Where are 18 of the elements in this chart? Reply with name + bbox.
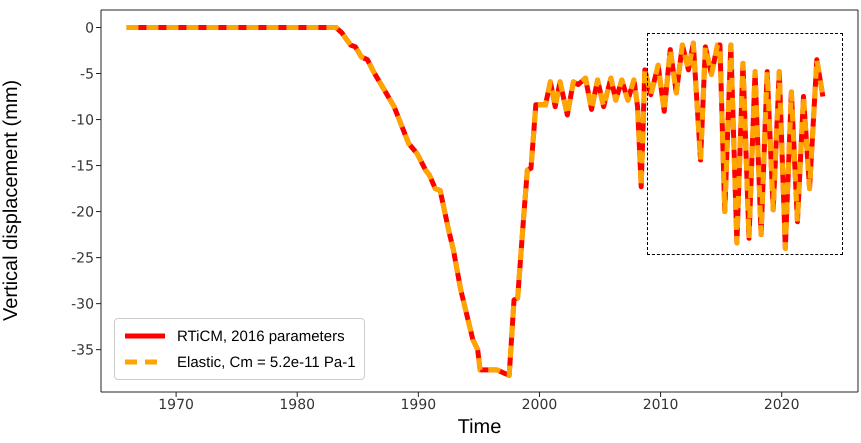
legend-label: RTiCM, 2016 parameters bbox=[177, 328, 345, 344]
x-axis-title: Time bbox=[458, 416, 502, 438]
y-tick-label: -10 bbox=[71, 112, 94, 129]
x-tick-label: 1990 bbox=[400, 396, 436, 413]
y-tick-label: -15 bbox=[71, 158, 94, 175]
x-tick-label: 2010 bbox=[642, 396, 678, 413]
x-tick-label: 2020 bbox=[764, 396, 800, 413]
y-tick-label: -5 bbox=[80, 66, 94, 82]
y-axis-title: Vertical displacement (mm) bbox=[0, 80, 22, 321]
y-tick-label: 0 bbox=[85, 20, 94, 36]
y-tick-label: -20 bbox=[71, 204, 94, 221]
x-tick-label: 1970 bbox=[158, 396, 194, 413]
legend-label: Elastic, Cm = 5.2e-11 Pa-1 bbox=[177, 354, 356, 370]
x-tick-label: 1980 bbox=[279, 396, 316, 413]
y-tick-label: -30 bbox=[71, 296, 94, 313]
y-tick-label: -35 bbox=[71, 342, 94, 359]
x-tick-label: 2000 bbox=[522, 396, 558, 413]
y-tick-label: -25 bbox=[71, 250, 94, 267]
